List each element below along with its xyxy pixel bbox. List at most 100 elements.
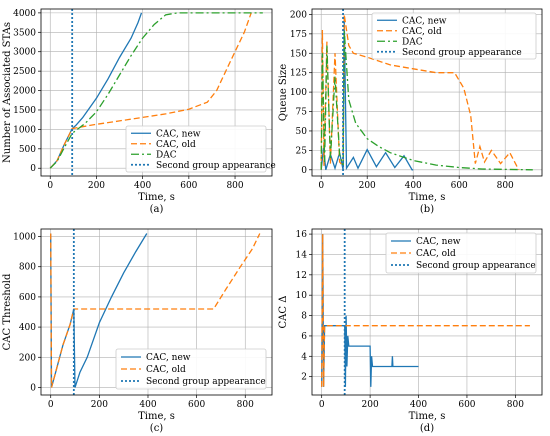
x-tick-label: 800 (497, 181, 514, 191)
legend-box (385, 232, 537, 274)
y-tick-label: 16 (296, 230, 308, 240)
y-tick-label: 1500 (13, 106, 36, 116)
legend-entry: Second group appearance (156, 161, 276, 171)
axes-frame (40, 228, 273, 396)
y-axis-label: Queue Size (278, 64, 289, 121)
axes-frame (311, 8, 543, 177)
x-tick-label: 0 (47, 181, 53, 191)
y-tick-label: 10 (296, 291, 308, 301)
legend: CAC, new CAC, old Second group appearance (115, 348, 267, 390)
y-tick-label: 0 (301, 166, 307, 176)
legend-box (125, 125, 267, 173)
x-tick-label: 800 (237, 400, 254, 410)
x-tick-label: 0 (319, 400, 325, 410)
x-tick-label: 200 (362, 400, 379, 410)
y-tick-label: 3000 (13, 48, 36, 58)
plot-area (320, 9, 533, 176)
legend-entry: CAC, old (146, 365, 186, 375)
legend-entry: CAC, new (156, 129, 201, 139)
legend: CAC, new CAC, old Second group appearance (385, 232, 537, 274)
legend-entry: CAC, old (416, 249, 456, 259)
x-tick-label: 600 (458, 400, 475, 410)
y-tick-label: 25 (296, 146, 308, 156)
y-tick-label: 2 (301, 373, 307, 383)
y-tick-label: 175 (290, 30, 307, 40)
legend-entry: Second group appearance (402, 48, 522, 58)
y-tick-label: 200 (19, 353, 36, 363)
y-tick-label: 12 (296, 271, 307, 281)
y-tick-label: 100 (290, 88, 307, 98)
y-axis-label: CAC Δ (278, 296, 289, 329)
y-tick-label: 800 (19, 263, 36, 273)
x-tick-label: 600 (188, 400, 205, 410)
y-tick-label: 0 (30, 383, 36, 393)
x-axis-label: Time, s (409, 411, 446, 422)
x-tick-label: 400 (139, 400, 156, 410)
x-axis-label: Time, s (409, 192, 446, 203)
legend-entry: CAC, old (156, 140, 196, 150)
x-tick-label: 0 (318, 181, 324, 191)
x-tick-label: 200 (88, 181, 105, 191)
panel-caption: (d) (420, 423, 434, 434)
legend-entry: Second group appearance (146, 377, 266, 387)
x-tick-label: 400 (410, 400, 427, 410)
plot-area (321, 229, 530, 395)
series-cac-old-line (49, 12, 252, 169)
chart-panel-4: 0 200 400 600 800 2 4 6 8 10 12 14 16 Time, s(d) CAC Δ… (278, 228, 543, 434)
series-cac-old-line (50, 233, 261, 388)
y-tick-label: 600 (19, 293, 36, 303)
y-tick-label: 1000 (13, 233, 36, 243)
legend-box (115, 348, 267, 390)
chart-panel-2: 0 200 400 600 800 0 25 50 75 100 125 150 175 200 Time,… (278, 8, 543, 215)
y-tick-label: 2000 (13, 87, 36, 97)
plot-area (50, 229, 261, 395)
legend-entry: DAC (402, 37, 423, 47)
y-tick-label: 125 (290, 69, 307, 79)
y-axis-label: Number of Associated STAs (2, 22, 13, 163)
y-tick-label: 14 (296, 250, 308, 260)
y-tick-label: 75 (296, 108, 308, 118)
y-tick-label: 1000 (13, 125, 36, 135)
x-tick-label: 800 (507, 400, 524, 410)
x-tick-label: 400 (134, 181, 151, 191)
y-tick-label: 200 (290, 10, 307, 20)
y-tick-label: 400 (19, 323, 36, 333)
legend-entry: Second group appearance (416, 261, 536, 271)
legend-entry: CAC, new (402, 16, 447, 26)
y-tick-label: 8 (301, 312, 307, 322)
x-tick-label: 600 (451, 181, 468, 191)
series-dac-line (49, 12, 263, 169)
x-tick-label: 600 (180, 181, 197, 191)
series-cac-old-line (321, 234, 530, 387)
legend-entry: CAC, new (146, 353, 191, 363)
x-tick-label: 200 (359, 181, 376, 191)
panel-caption: (b) (420, 204, 434, 215)
chart-panel-3: 0 200 400 600 800 0 200 400 600 800 1000 Time, s(c)… (2, 228, 273, 434)
legend-entry: CAC, old (402, 27, 442, 37)
y-tick-label: 2500 (13, 67, 36, 77)
legend-box (371, 12, 537, 60)
panel-caption: (a) (150, 204, 164, 215)
y-tick-label: 3500 (13, 28, 36, 38)
x-tick-label: 200 (91, 400, 108, 410)
x-axis-label: Time, s (138, 192, 175, 203)
series-dac-line (320, 29, 533, 171)
y-tick-label: 500 (19, 145, 36, 155)
y-tick-label: 150 (290, 49, 307, 59)
y-tick-label: 4000 (13, 9, 36, 19)
axes-frame (40, 8, 273, 177)
chart-panel-1: 0 200 400 600 800 0 500 1000 1500 2000 2500 3000 350… (2, 8, 276, 215)
plot-area (49, 9, 263, 176)
panel-caption: (c) (150, 423, 164, 434)
axes-frame (311, 228, 543, 396)
x-axis-label: Time, s (138, 411, 175, 422)
y-tick-label: 50 (296, 127, 308, 137)
y-tick-label: 0 (30, 164, 36, 174)
legend-entry: DAC (156, 150, 177, 160)
legend-entry: CAC, new (416, 237, 461, 247)
y-tick-label: 4 (301, 352, 307, 362)
x-tick-label: 0 (48, 400, 54, 410)
x-tick-label: 400 (405, 181, 422, 191)
x-tick-label: 800 (226, 181, 243, 191)
